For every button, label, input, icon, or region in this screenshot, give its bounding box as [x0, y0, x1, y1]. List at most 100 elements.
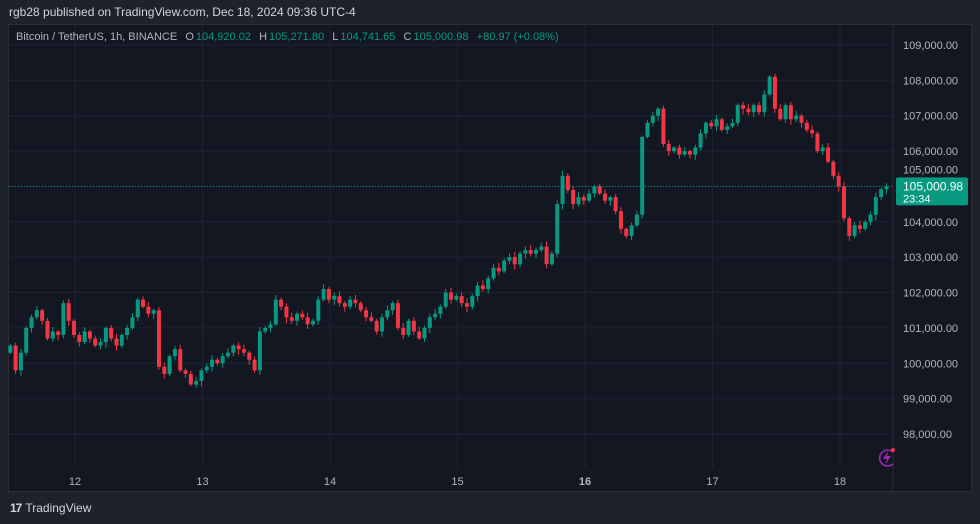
candle-body: [130, 317, 135, 328]
candle-body: [114, 338, 119, 346]
candle-body: [613, 197, 618, 212]
candle-body: [597, 186, 602, 194]
y-tick-label: 102,000.00: [903, 288, 958, 300]
candle-body: [194, 380, 199, 385]
candle-body: [539, 246, 544, 251]
candle-body: [470, 296, 475, 307]
candle-body: [199, 370, 204, 381]
candle-body: [709, 122, 714, 127]
brand-name: TradingView: [25, 501, 92, 515]
candle-body: [820, 147, 825, 152]
candle-body: [847, 218, 852, 236]
candle-body: [337, 296, 342, 304]
candle-body: [279, 299, 284, 307]
candle-body: [172, 349, 177, 357]
chart-frame[interactable]: [8, 24, 972, 492]
candle-body: [61, 303, 66, 335]
candle-body: [135, 299, 140, 318]
low-label: L: [332, 31, 339, 43]
open-label: O: [185, 31, 194, 43]
tradingview-logo-icon: 17: [10, 501, 22, 515]
candle-body: [50, 331, 55, 339]
candle-body: [247, 352, 252, 360]
candle-body: [650, 115, 655, 123]
candle-body: [730, 122, 735, 127]
candle-body: [879, 189, 884, 198]
candle-body: [411, 320, 416, 332]
candle-body: [449, 292, 454, 300]
candle-body: [326, 289, 331, 300]
footer-brand[interactable]: 17 TradingView: [10, 501, 91, 515]
candle-body: [703, 122, 708, 134]
candle-body: [146, 306, 151, 314]
candle-body: [321, 289, 326, 300]
candle-body: [72, 320, 77, 335]
candle-body: [544, 246, 549, 265]
candle-body: [358, 303, 363, 311]
candle-body: [300, 313, 305, 318]
candle-body: [433, 313, 438, 318]
candle-body: [109, 327, 114, 339]
candle-body: [767, 76, 772, 95]
candle-body: [374, 320, 379, 332]
candle-body: [751, 105, 756, 113]
candle-body: [757, 105, 762, 113]
candle-body: [183, 370, 188, 374]
candle-body: [592, 186, 597, 194]
candle-body: [677, 147, 682, 155]
candle-body: [507, 257, 512, 261]
y-tick-label: 106,000.00: [903, 146, 958, 158]
candle-body: [741, 105, 746, 109]
candle-body: [305, 317, 310, 325]
candle-body: [215, 359, 220, 364]
candle-body: [810, 129, 815, 134]
lightning-bolt-icon[interactable]: [878, 448, 895, 467]
candle-body: [778, 108, 783, 120]
candle-body: [576, 197, 581, 205]
candle-body: [438, 306, 443, 314]
candle-body: [640, 136, 645, 215]
candle-body: [29, 317, 34, 328]
candle-body: [141, 299, 146, 307]
candle-body: [799, 115, 804, 123]
candle-body: [364, 310, 369, 318]
candle-body: [87, 331, 92, 339]
candle-body: [698, 133, 703, 148]
candle-body: [273, 299, 278, 325]
candle-body: [518, 253, 523, 265]
candle-body: [512, 257, 517, 265]
candle-body: [725, 126, 730, 130]
candle-body: [220, 356, 225, 364]
candle-body: [252, 359, 257, 371]
candle-body: [98, 342, 103, 346]
candle-body: [634, 214, 639, 226]
high-label: H: [259, 31, 268, 43]
y-tick-label: 100,000.00: [903, 358, 958, 370]
publisher-caption: rgb28 published on TradingView.com, Dec …: [9, 5, 356, 19]
candle-body: [422, 327, 427, 339]
candle-body: [188, 373, 193, 385]
candle-body: [332, 296, 337, 300]
candle-body: [555, 204, 560, 254]
candle-body: [24, 327, 29, 353]
candle-body: [682, 151, 687, 155]
candle-body: [565, 175, 570, 190]
symbol-label[interactable]: Bitcoin / TetherUS, 1h, BINANCE: [16, 31, 178, 43]
candle-body: [581, 197, 586, 201]
candle-body: [587, 193, 592, 201]
y-tick-label: 104,000.00: [903, 217, 958, 229]
candle-body: [884, 186, 889, 190]
y-tick-label: 105,000.00: [903, 164, 958, 176]
candle-body: [502, 260, 507, 272]
candle-body: [836, 175, 841, 187]
candle-body: [56, 331, 61, 335]
candle-body: [794, 115, 799, 120]
candle-body: [66, 303, 71, 321]
candle-body: [406, 320, 411, 335]
candle-body: [82, 331, 87, 343]
candle-body: [560, 175, 565, 205]
candle-body: [77, 334, 82, 343]
candle-body: [268, 324, 273, 328]
candle-body: [603, 193, 608, 201]
